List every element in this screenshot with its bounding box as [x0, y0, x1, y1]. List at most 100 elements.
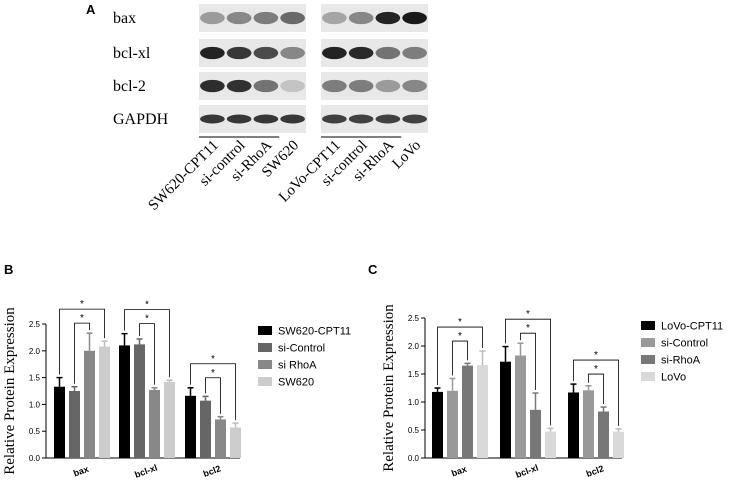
bar [99, 346, 110, 458]
blot-band [402, 79, 427, 93]
blot-band [348, 46, 374, 60]
bar [447, 390, 458, 458]
bar [164, 381, 175, 458]
significance-star: * [145, 300, 149, 311]
bar [613, 431, 624, 458]
legend-label: LoVo-CPT11 [661, 321, 723, 333]
legend-label: si-RhoA [661, 355, 701, 367]
y-tick-label: 2.0 [29, 347, 41, 356]
category-label: bcl2 [202, 463, 222, 479]
blot-band [375, 79, 401, 93]
bar [515, 355, 526, 458]
category-label: bcl-xl [514, 462, 540, 479]
blot-band [348, 11, 374, 25]
blot-band [402, 114, 427, 124]
blot-band [348, 79, 374, 93]
y-tick-label: 0.0 [29, 454, 41, 463]
western-blot: baxbcl-xlbcl-2GAPDHSW620-CPT11si-control… [113, 4, 428, 214]
y-tick-label: 0.0 [408, 454, 420, 463]
protein-label: bcl-2 [113, 78, 146, 95]
blot-band [226, 11, 252, 25]
significance-bracket [124, 309, 170, 378]
category-label: bcl-xl [133, 462, 159, 479]
protein-label: bcl-xl [113, 45, 151, 62]
y-tick-label: 2.0 [408, 342, 420, 351]
significance-bracket [205, 377, 221, 414]
significance-bracket [505, 318, 551, 426]
significance-bracket [520, 332, 536, 391]
bar [568, 392, 579, 458]
y-tick-label: 1.0 [29, 400, 41, 409]
bar [432, 391, 443, 458]
blot-band [226, 114, 252, 124]
significance-bracket [588, 373, 604, 405]
category-label: bax [450, 464, 468, 479]
bar [530, 409, 541, 458]
bar [149, 389, 160, 458]
legend-label: SW620 [278, 377, 314, 389]
bar [230, 427, 241, 458]
significance-star: * [458, 331, 462, 342]
significance-bracket [59, 308, 105, 375]
legend-label: SW620-CPT11 [278, 326, 351, 338]
significance-star: * [80, 299, 84, 310]
legend-label: LoVo [661, 372, 686, 384]
bar [477, 365, 488, 458]
blot-band [253, 79, 279, 93]
blot-band [322, 114, 347, 124]
legend-swatch [641, 338, 655, 347]
blot-band [322, 46, 347, 60]
blot-band [375, 11, 401, 25]
blot-band [200, 79, 225, 93]
blot-band [402, 11, 427, 25]
blot-band [348, 114, 374, 124]
bar [215, 419, 226, 458]
legend-swatch [641, 372, 655, 381]
bar [185, 395, 196, 458]
significance-star: * [594, 350, 598, 361]
blot-band [280, 46, 305, 60]
blot-band [226, 79, 252, 93]
legend-label: si-Control [661, 338, 708, 350]
blot-band [322, 11, 347, 25]
significance-star: * [211, 368, 215, 379]
blot-band [402, 46, 427, 60]
blot-band [375, 46, 401, 60]
panel-label-b: B [4, 262, 13, 277]
blot-band [280, 11, 305, 25]
blot-band [253, 11, 279, 25]
bar [200, 400, 211, 458]
blot-band [200, 46, 225, 60]
category-label: bax [72, 464, 90, 479]
bar [500, 361, 511, 458]
significance-star: * [526, 323, 530, 334]
bar [583, 390, 594, 458]
legend-swatch [641, 355, 655, 364]
blot-band [280, 79, 305, 93]
significance-bracket [452, 340, 468, 376]
significance-star: * [526, 309, 530, 320]
blot-band [200, 114, 225, 124]
y-tick-label: 1.0 [408, 398, 420, 407]
significance-bracket [139, 323, 155, 385]
blot-band [253, 114, 279, 124]
significance-bracket [190, 363, 236, 421]
y-tick-label: 1.5 [29, 374, 41, 383]
y-tick-label: 1.5 [408, 370, 420, 379]
significance-bracket [74, 322, 90, 384]
significance-star: * [594, 364, 598, 375]
significance-bracket [573, 359, 619, 426]
bar-chart-lovo: 0.0 0.5 1.0 1.5 2.0 2.5 Relative Protein Expre… [381, 304, 723, 480]
legend-label: si-Control [278, 343, 325, 355]
y-axis-label: Relative Protein Expression [381, 304, 397, 472]
bar [545, 431, 556, 458]
bar [134, 344, 145, 458]
bar-chart-sw620: 0.0 0.5 1.0 1.5 2.0 2.5 Relative Protein Expre… [2, 299, 351, 480]
blot-band [375, 114, 401, 124]
y-tick-label: 2.5 [29, 320, 41, 329]
significance-star: * [80, 313, 84, 324]
significance-bracket [437, 326, 483, 385]
y-tick-label: 0.5 [408, 426, 420, 435]
legend-swatch [641, 321, 655, 330]
